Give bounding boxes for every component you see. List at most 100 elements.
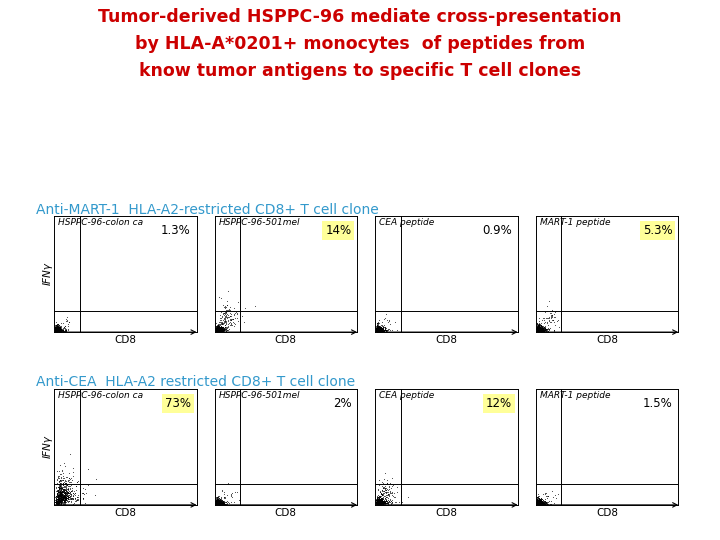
- Point: [210, 499, 222, 508]
- Point: [59, 486, 71, 495]
- Point: [210, 325, 222, 334]
- Point: [216, 307, 228, 315]
- Point: [534, 326, 546, 335]
- Point: [531, 327, 543, 335]
- Point: [375, 325, 387, 333]
- Point: [372, 325, 383, 333]
- Point: [372, 326, 383, 335]
- Point: [53, 326, 65, 335]
- Point: [51, 326, 63, 335]
- Point: [212, 326, 223, 334]
- Point: [535, 326, 546, 335]
- Point: [52, 325, 63, 333]
- Point: [213, 500, 225, 509]
- Point: [51, 326, 63, 334]
- Point: [535, 326, 546, 334]
- Point: [50, 327, 62, 335]
- Point: [221, 306, 233, 315]
- Point: [52, 326, 63, 334]
- Point: [50, 493, 61, 502]
- Point: [213, 498, 225, 507]
- Point: [55, 488, 67, 496]
- Point: [371, 326, 382, 335]
- Point: [371, 326, 382, 334]
- Point: [532, 498, 544, 507]
- Point: [55, 323, 66, 332]
- Point: [214, 326, 225, 334]
- Point: [59, 496, 71, 505]
- Point: [374, 498, 386, 507]
- Point: [54, 326, 66, 334]
- Point: [50, 327, 62, 336]
- Point: [214, 498, 225, 507]
- Point: [220, 323, 231, 332]
- Point: [532, 497, 544, 506]
- Point: [210, 326, 222, 334]
- X-axis label: CD8: CD8: [436, 335, 457, 345]
- Point: [535, 498, 546, 507]
- Point: [50, 327, 61, 335]
- Point: [385, 498, 397, 507]
- Point: [534, 326, 545, 334]
- Point: [535, 497, 546, 506]
- Point: [55, 498, 66, 507]
- Point: [214, 497, 225, 506]
- Point: [217, 322, 229, 331]
- Point: [372, 327, 383, 335]
- Point: [533, 326, 544, 335]
- Point: [543, 315, 554, 324]
- Point: [218, 498, 230, 507]
- Point: [371, 325, 382, 333]
- Point: [212, 494, 224, 502]
- Point: [373, 327, 384, 335]
- Point: [532, 494, 544, 502]
- Point: [51, 327, 63, 335]
- Point: [376, 498, 387, 507]
- Point: [377, 327, 388, 335]
- Point: [534, 326, 545, 335]
- Point: [534, 500, 545, 508]
- Point: [55, 490, 67, 498]
- Point: [214, 327, 225, 335]
- Point: [212, 497, 224, 506]
- Point: [49, 326, 60, 335]
- Point: [372, 325, 383, 334]
- Point: [55, 496, 67, 504]
- Point: [534, 496, 545, 505]
- Point: [63, 493, 74, 502]
- Point: [375, 327, 387, 335]
- Point: [214, 326, 225, 335]
- Point: [373, 323, 384, 332]
- Point: [50, 326, 61, 334]
- Point: [212, 500, 223, 509]
- Point: [56, 326, 68, 334]
- Point: [213, 326, 225, 335]
- Point: [372, 327, 384, 335]
- Point: [381, 488, 392, 496]
- Point: [53, 325, 64, 334]
- Point: [372, 327, 383, 335]
- Point: [55, 490, 67, 498]
- Point: [51, 327, 63, 335]
- Point: [534, 496, 546, 505]
- Point: [374, 327, 386, 335]
- Point: [222, 317, 234, 326]
- Point: [372, 325, 384, 334]
- Point: [372, 496, 383, 504]
- Point: [211, 497, 222, 505]
- Point: [216, 326, 228, 335]
- Point: [52, 327, 63, 335]
- Point: [376, 486, 387, 495]
- Point: [54, 325, 66, 333]
- Point: [533, 327, 544, 335]
- Point: [212, 499, 223, 508]
- Point: [373, 481, 384, 489]
- Point: [371, 326, 382, 334]
- Point: [51, 327, 63, 336]
- Point: [539, 498, 551, 507]
- Point: [52, 325, 63, 334]
- Point: [212, 324, 223, 333]
- Point: [533, 498, 544, 507]
- Point: [211, 500, 222, 508]
- Point: [50, 325, 61, 334]
